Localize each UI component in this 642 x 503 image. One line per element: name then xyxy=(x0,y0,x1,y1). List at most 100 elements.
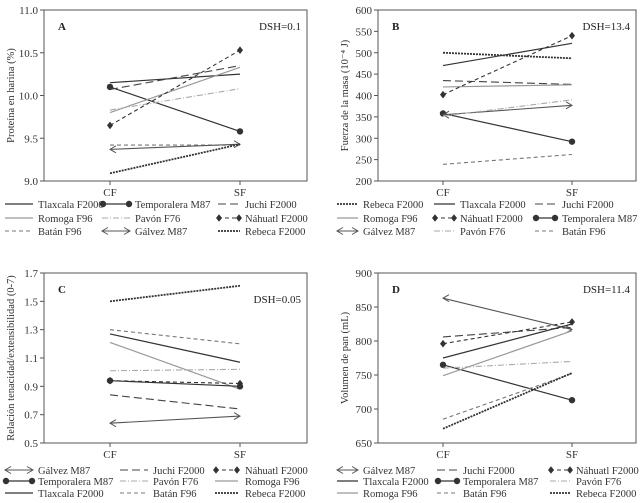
series-náhuatl-f2000 xyxy=(440,318,575,348)
arrow-head-icon xyxy=(442,110,450,119)
y-tick-label: 1.3 xyxy=(24,325,38,337)
circle-marker xyxy=(2,477,10,485)
y-tick-label: 11.0 xyxy=(19,5,38,17)
legend-label: Temporalera M87 xyxy=(562,214,637,225)
legend-item: Temporalera M87 xyxy=(434,477,538,488)
dsh-annotation: DSH=0.05 xyxy=(254,294,302,306)
plot-frame xyxy=(377,9,637,182)
legend-item: Romoga F96 xyxy=(337,489,418,500)
series-line xyxy=(442,321,573,345)
legend-item: Temporalera M87 xyxy=(532,214,637,225)
arrow-head-icon xyxy=(123,227,131,235)
diamond-marker xyxy=(216,214,222,222)
y-tick-label: 300 xyxy=(356,133,373,145)
series-tlaxcala-f2000 xyxy=(442,323,573,359)
y-tick-label: 9.5 xyxy=(24,133,38,145)
series-gálvez-m87 xyxy=(109,140,241,154)
series-pavón-f76 xyxy=(109,368,241,372)
series-temporalera-m87 xyxy=(439,361,576,404)
series-batán-f96 xyxy=(442,153,573,165)
legend-label: Pavón F76 xyxy=(460,227,505,238)
y-tick-label: 850 xyxy=(356,302,373,314)
arrow-head-icon xyxy=(26,466,34,474)
legend-label: Batán F96 xyxy=(153,489,196,500)
y-tick-label: 800 xyxy=(356,336,373,348)
legend-item: Juchi F2000 xyxy=(437,466,515,477)
plot-frame xyxy=(377,272,637,444)
series-line xyxy=(442,360,573,369)
circle-marker xyxy=(453,477,461,485)
series-juchi-f2000 xyxy=(442,326,573,338)
y-tick-label: 9.0 xyxy=(24,176,38,188)
legend-item: Pavón F76 xyxy=(550,477,621,488)
y-tick-label: 900 xyxy=(356,268,373,280)
y-tick-label: 0.7 xyxy=(24,410,38,422)
series-line xyxy=(442,84,573,88)
x-tick-label: SF xyxy=(234,187,246,199)
series-line xyxy=(442,112,573,143)
legend-item: Náhuatl F2000 xyxy=(432,214,523,225)
legend-label: Juchi F2000 xyxy=(153,466,205,477)
y-tick-label: 200 xyxy=(356,176,373,188)
series-line xyxy=(442,42,573,67)
arrow-head-icon xyxy=(4,466,12,474)
series-temporalera-m87 xyxy=(106,83,244,135)
circle-marker xyxy=(125,200,133,208)
series-line xyxy=(442,79,573,85)
legend-label: Gálvez M87 xyxy=(38,466,90,477)
panel-B: 200 250 300 350 400 450 500 550 600 CF SF Fuerza de… xyxy=(336,5,637,238)
y-tick-label: 1.7 xyxy=(24,268,38,280)
series-line xyxy=(442,323,573,359)
y-axis-label: Fuerza de la masa (10⁻⁴ J) xyxy=(340,39,351,151)
legend-item: Náhuatl F2000 xyxy=(548,466,639,477)
arrow-head-icon xyxy=(351,227,359,235)
series-tlaxcala-f2000 xyxy=(109,333,241,363)
series-romoga-f96 xyxy=(442,84,573,88)
series-rebeca-f2000 xyxy=(109,143,241,175)
legend-label: Náhuatl F2000 xyxy=(576,466,639,477)
legend-item: Gálvez M87 xyxy=(4,466,90,477)
series-line xyxy=(109,415,241,424)
diamond-marker xyxy=(237,379,243,388)
legend-label: Romoga F96 xyxy=(363,214,418,225)
legend-item: Romoga F96 xyxy=(5,214,93,225)
series-temporalera-m87 xyxy=(439,110,576,145)
series-rebeca-f2000 xyxy=(109,284,241,303)
legend-label: Juchi F2000 xyxy=(562,200,614,211)
circle-marker xyxy=(568,396,576,404)
legend-label: Rebeca F2000 xyxy=(245,227,305,238)
series-náhuatl-f2000 xyxy=(107,376,243,388)
legend-item: Rebeca F2000 xyxy=(215,489,305,500)
arrow-head-icon xyxy=(233,412,241,421)
legend-label: Romoga F96 xyxy=(38,214,93,225)
legend-item: Gálvez M87 xyxy=(336,466,415,477)
legend-label: Pavón F76 xyxy=(576,477,621,488)
legend-label: Gálvez M87 xyxy=(135,227,187,238)
series-line xyxy=(442,330,573,377)
arrow-head-icon xyxy=(101,227,109,235)
diamond-marker xyxy=(234,466,240,474)
series-batán-f96 xyxy=(109,329,241,345)
x-tick-label: CF xyxy=(103,187,116,199)
series-line xyxy=(442,373,573,420)
legend-label: Temporalera M87 xyxy=(463,477,538,488)
panel-letter: B xyxy=(392,21,400,33)
legend-label: Pavón F76 xyxy=(135,214,180,225)
y-tick-label: 250 xyxy=(356,155,373,167)
series-line xyxy=(109,394,241,410)
legend-item: Batán F96 xyxy=(5,227,81,238)
circle-marker xyxy=(99,200,107,208)
legend-item: Romoga F96 xyxy=(215,477,300,488)
diamond-marker xyxy=(451,214,457,222)
legend-label: Juchi F2000 xyxy=(245,200,297,211)
legend-item: Temporalera M87 xyxy=(2,477,113,488)
series-line xyxy=(109,143,241,175)
legend-item: Juchi F2000 xyxy=(120,466,205,477)
legend-label: Batán F96 xyxy=(562,227,605,238)
series-náhuatl-f2000 xyxy=(440,31,575,99)
diamond-marker xyxy=(107,376,113,385)
series-juchi-f2000 xyxy=(109,394,241,410)
legend-label: Náhuatl F2000 xyxy=(245,214,308,225)
series-line xyxy=(109,329,241,345)
